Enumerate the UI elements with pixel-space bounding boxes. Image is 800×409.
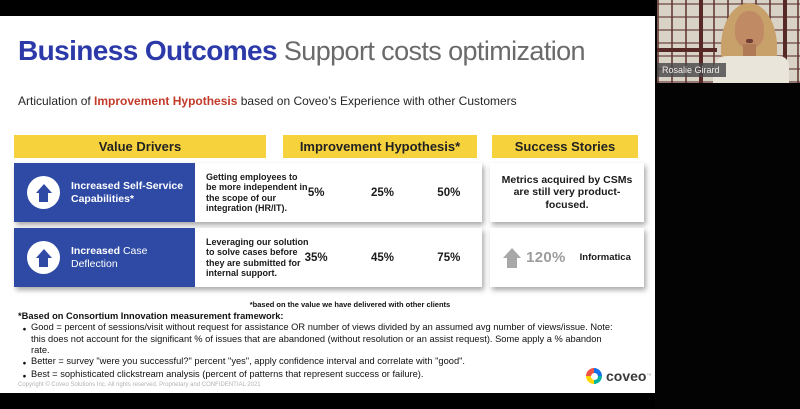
column-header-improvement-hypothesis: Improvement Hypothesis*: [283, 135, 477, 158]
trademark-symbol: ™: [646, 373, 652, 379]
value-driver-label: Increased Case Deflection: [71, 244, 148, 270]
shoji-screen-frame: [699, 0, 703, 83]
framework-notes: *Based on Consortium Innovation measurem…: [18, 311, 620, 383]
value-driver-box: Increased Self-Service Capabilities*: [14, 163, 195, 222]
success-metric: 120%: [526, 249, 566, 266]
participant-shirt: [713, 56, 789, 83]
arrow-up-icon: [503, 247, 522, 268]
subtitle-suffix: based on Coveo’s Experience with other C…: [237, 94, 517, 108]
bullet-icon: ●: [22, 326, 27, 334]
hypothesis-value: 45%: [370, 251, 394, 264]
subtitle-prefix: Articulation of: [18, 94, 95, 108]
list-item: ● Good = percent of sessions/visit witho…: [18, 322, 620, 356]
hypothesis-value: 35%: [304, 251, 328, 264]
arrow-up-icon: [27, 241, 60, 274]
success-story-card: Metrics acquired by CSMs are still very …: [490, 163, 644, 222]
bullet-icon: ●: [22, 373, 27, 381]
shoji-screen-frame: [657, 48, 717, 52]
shoji-screen-frame: [783, 0, 787, 83]
hypothesis-values: 5% 25% 50%: [283, 163, 482, 222]
list-item: ● Best = sophisticated clickstream analy…: [18, 369, 620, 382]
column-header-value-drivers: Value Drivers: [14, 135, 266, 158]
arrow-up-icon: [27, 176, 60, 209]
value-driver-label: Increased Self-Service Capabilities*: [71, 179, 184, 205]
hypothesis-values: 35% 45% 75%: [283, 228, 482, 287]
success-story-text: Metrics acquired by CSMs are still very …: [501, 173, 633, 211]
driver-description: Getting employees to be more independent…: [206, 171, 308, 214]
hypothesis-value: 50%: [437, 186, 461, 199]
hypothesis-value: 75%: [437, 251, 461, 264]
list-item: ● Better = survey "were you successful?"…: [18, 356, 620, 369]
success-story-card: 120% Informatica: [490, 228, 644, 287]
presentation-slide: Business Outcomes Support costs optimiza…: [0, 16, 655, 393]
subtitle-highlight: Improvement Hypothesis: [94, 94, 238, 108]
driver-description: Leveraging our solution to solve cases b…: [206, 236, 309, 279]
coveo-logo-text: coveo: [606, 368, 647, 384]
hypothesis-value: 5%: [307, 186, 325, 199]
table-row: Increased Case Deflection Leveraging our…: [14, 228, 482, 287]
value-driver-box: Increased Case Deflection: [14, 228, 195, 287]
hypothesis-value: 25%: [370, 186, 394, 199]
participant-name-label: Rosalie Girard: [657, 63, 726, 77]
table-row: Increased Self-Service Capabilities* Get…: [14, 163, 482, 222]
bullet-icon: ●: [22, 360, 27, 368]
webcam-video-tile[interactable]: Rosalie Girard: [657, 0, 800, 83]
page-title: Business Outcomes Support costs optimiza…: [18, 35, 586, 67]
coveo-pinwheel-icon: [586, 368, 602, 384]
table-footnote: *based on the value we have delivered wi…: [249, 300, 451, 309]
success-metric-group: 120% Informatica: [503, 247, 631, 268]
column-header-success-stories: Success Stories: [492, 135, 638, 158]
participant-mouth: [746, 39, 753, 43]
copyright-text: Copyright © Coveo Solutions Inc. All rig…: [18, 382, 261, 388]
coveo-logo: coveo ™: [586, 368, 651, 384]
success-client-name: Informatica: [579, 252, 631, 263]
slide-subtitle: Articulation of Improvement Hypothesis b…: [18, 94, 517, 108]
participant-neck: [743, 44, 756, 59]
framework-header: *Based on Consortium Innovation measurem…: [18, 311, 284, 321]
title-primary: Business Outcomes: [18, 35, 278, 66]
title-secondary: Support costs optimization: [277, 36, 586, 66]
